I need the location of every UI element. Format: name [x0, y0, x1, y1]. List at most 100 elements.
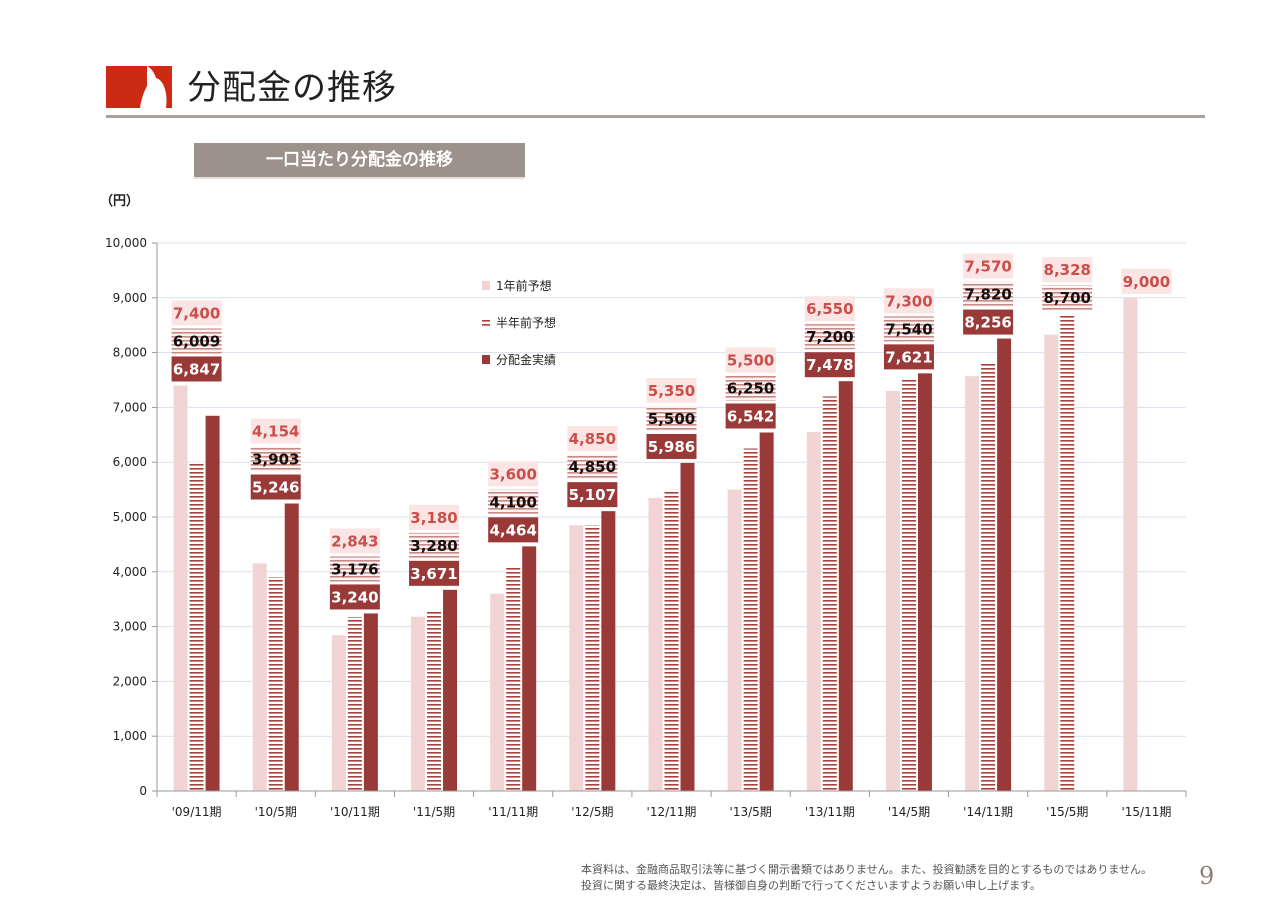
data-label-halfyear: 5,500	[648, 410, 695, 428]
x-tick-label: '10/5期	[255, 805, 297, 819]
label-box-halfyear	[171, 328, 222, 354]
bar-1year-forecast	[727, 489, 742, 791]
title-divider	[106, 115, 1205, 118]
label-box-actual	[329, 584, 380, 610]
data-label-1year: 7,570	[964, 258, 1011, 276]
bar-actual	[917, 373, 932, 791]
data-label-1year: 3,600	[489, 465, 536, 483]
bar-actual	[759, 432, 774, 791]
bar-1year-forecast	[252, 563, 267, 791]
data-label-1year: 9,000	[1123, 273, 1170, 291]
bar-1year-forecast	[648, 497, 663, 791]
bar-halfyear-forecast	[822, 396, 837, 791]
label-box-actual	[725, 403, 776, 429]
y-tick-label: 0	[139, 784, 147, 798]
label-box-1year	[963, 253, 1014, 279]
label-box-actual	[409, 560, 460, 586]
y-tick-label: 8,000	[113, 346, 147, 360]
data-label-1year: 7,300	[885, 292, 932, 310]
data-label-1year: 4,154	[252, 423, 299, 441]
label-box-halfyear	[1042, 285, 1093, 311]
y-tick-label: 3,000	[113, 620, 147, 634]
x-tick-label: '10/11期	[330, 805, 380, 819]
label-box-halfyear	[883, 316, 934, 342]
data-label-halfyear: 8,700	[1044, 289, 1091, 307]
data-label-1year: 7,400	[173, 304, 220, 322]
legend-swatch	[482, 318, 490, 327]
disclaimer-note: 本資料は、金融商品取引法等に基づく開示書類ではありません。また、投資勧誘を目的と…	[581, 862, 1152, 894]
label-box-1year	[646, 377, 697, 403]
bar-1year-forecast	[1123, 297, 1138, 791]
data-label-actual: 6,847	[173, 360, 220, 378]
data-label-halfyear: 6,250	[727, 379, 774, 397]
x-tick-label: '13/5期	[730, 805, 772, 819]
data-label-1year: 4,850	[569, 430, 616, 448]
label-box-1year	[171, 300, 222, 326]
label-box-1year	[409, 504, 460, 530]
bar-actual	[205, 415, 220, 791]
label-box-actual	[646, 433, 697, 459]
x-tick-label: '15/5期	[1046, 805, 1088, 819]
data-label-halfyear: 4,850	[569, 458, 616, 476]
data-label-halfyear: 3,176	[331, 560, 378, 578]
data-label-halfyear: 3,903	[252, 451, 299, 469]
bar-1year-forecast	[965, 376, 980, 791]
x-tick-label: '11/11期	[488, 805, 538, 819]
label-box-1year	[1042, 257, 1093, 283]
bar-halfyear-forecast	[981, 362, 996, 791]
data-label-actual: 7,621	[885, 348, 932, 366]
data-label-halfyear: 6,009	[173, 332, 220, 350]
label-box-actual	[567, 482, 618, 508]
data-label-actual: 3,671	[410, 565, 457, 583]
label-box-1year	[250, 418, 301, 444]
data-label-1year: 2,843	[331, 532, 378, 550]
legend-label: 半年前予想	[496, 315, 556, 330]
label-box-1year	[567, 426, 618, 452]
label-box-halfyear	[725, 375, 776, 401]
bar-1year-forecast	[806, 432, 821, 791]
data-label-1year: 8,328	[1044, 261, 1091, 279]
y-tick-label: 6,000	[113, 455, 147, 469]
label-box-1year	[488, 461, 539, 487]
data-label-halfyear: 3,280	[410, 537, 457, 555]
bar-1year-forecast	[173, 385, 188, 791]
legend-swatch	[482, 355, 490, 364]
label-box-halfyear	[488, 489, 539, 515]
x-tick-label: '12/5期	[571, 805, 613, 819]
y-tick-label: 5,000	[113, 510, 147, 524]
data-label-actual: 3,240	[331, 588, 378, 606]
data-label-1year: 5,500	[727, 351, 774, 369]
data-label-halfyear: 4,100	[489, 493, 536, 511]
label-box-1year	[1121, 268, 1172, 294]
x-tick-label: '14/5期	[888, 805, 930, 819]
data-label-1year: 6,550	[806, 300, 853, 318]
label-box-actual	[171, 356, 222, 382]
label-box-halfyear	[804, 324, 855, 350]
bar-actual	[522, 546, 537, 791]
subtitle-shadow	[194, 177, 525, 179]
data-label-actual: 7,478	[806, 356, 853, 374]
bar-halfyear-forecast	[427, 611, 442, 791]
x-tick-label: '14/11期	[963, 805, 1013, 819]
label-box-actual	[963, 309, 1014, 335]
data-label-actual: 5,986	[648, 438, 695, 456]
bar-halfyear-forecast	[585, 525, 600, 791]
legend-label: 分配金実績	[496, 352, 556, 367]
bar-1year-forecast	[490, 593, 505, 791]
x-tick-label: '11/5期	[413, 805, 455, 819]
page-number: 9	[1199, 862, 1215, 890]
bar-actual	[601, 511, 616, 791]
y-tick-label: 2,000	[113, 674, 147, 688]
data-label-actual: 8,256	[964, 314, 1011, 332]
y-tick-label: 4,000	[113, 565, 147, 579]
data-label-actual: 5,107	[569, 486, 616, 504]
x-tick-label: '09/11期	[172, 805, 222, 819]
bar-actual	[997, 338, 1012, 791]
data-label-actual: 5,246	[252, 479, 299, 497]
bar-halfyear-forecast	[189, 461, 204, 791]
label-box-halfyear	[329, 556, 380, 582]
company-logo-icon	[106, 66, 172, 108]
label-box-1year	[329, 528, 380, 554]
bar-actual	[443, 589, 458, 791]
